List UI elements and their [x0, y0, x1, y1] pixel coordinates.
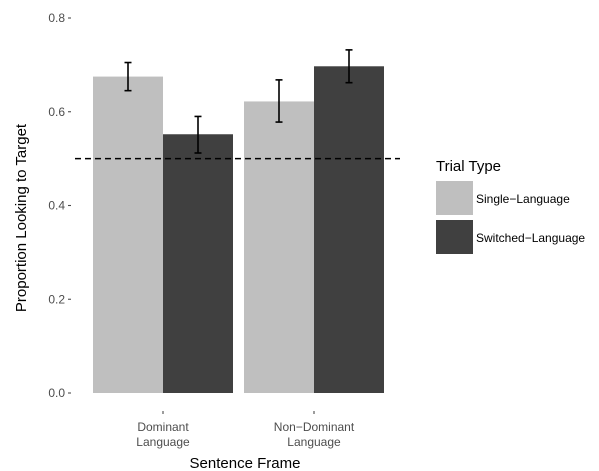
- bar-switched-0: [163, 134, 233, 393]
- error-bar-single-1: [275, 79, 283, 123]
- y-tick-label-1: 0.2: [48, 292, 65, 306]
- y-tick-label-2: 0.4: [48, 199, 65, 213]
- legend-label-switched-language: Switched−Language: [476, 231, 585, 245]
- x-tick-label-0-line2: Language: [136, 435, 190, 449]
- legend-key-switched-language: [436, 220, 473, 254]
- y-tick-label-4: 0.8: [48, 11, 65, 25]
- error-bar-switched-0: [194, 115, 202, 154]
- bar-single-1: [244, 101, 314, 393]
- x-axis-title: Sentence Frame: [190, 455, 301, 471]
- y-tick-label-0: 0.0: [48, 386, 65, 400]
- legend-label-single-language: Single−Language: [476, 192, 570, 206]
- axes: 0.00.20.40.60.8DominantLanguageNon−Domin…: [48, 11, 355, 449]
- legend-title: Trial Type: [436, 158, 501, 175]
- error-bar-single-0: [124, 61, 132, 92]
- legend-key-single-language: [436, 181, 473, 215]
- y-tick-label-3: 0.6: [48, 105, 65, 119]
- y-axis-title: Proportion Looking to Target: [13, 123, 30, 312]
- x-tick-label-0-line1: Dominant: [137, 420, 189, 434]
- x-tick-label-1-line1: Non−Dominant: [274, 420, 355, 434]
- bar-single-0: [93, 76, 163, 393]
- plot-area: [75, 49, 400, 393]
- legend: Trial Type Single−Language Switched−Lang…: [436, 158, 585, 254]
- bar-switched-1: [314, 66, 384, 393]
- error-bar-switched-1: [345, 49, 353, 84]
- x-tick-label-1-line2: Language: [287, 435, 341, 449]
